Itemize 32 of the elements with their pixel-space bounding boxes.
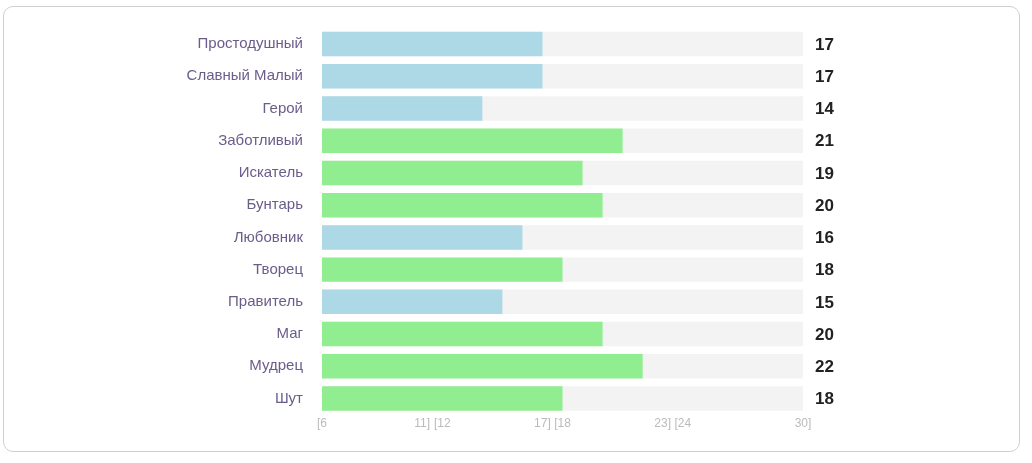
y-tick-label: Искатель [238, 163, 304, 181]
y-tick-label: Творец [253, 259, 304, 277]
y-tick-label: Маг [276, 324, 304, 342]
x-tick-label: [6 [316, 416, 328, 431]
data-label: 15 [815, 292, 834, 312]
y-tick-label: Простодушный [197, 34, 303, 52]
y-tick-label: Мудрец [249, 356, 304, 374]
y-tick-label: Шут [274, 388, 304, 406]
data-label: 16 [815, 228, 834, 248]
y-tick-label: Герой [262, 98, 303, 116]
y-tick-label: Любовник [233, 227, 304, 245]
x-tick-label: 30] [794, 416, 812, 431]
y-tick-label: Правитель [228, 291, 304, 309]
x-tick-label: 17] [534, 416, 551, 431]
data-label: 20 [815, 195, 834, 215]
data-label: 18 [815, 389, 834, 409]
y-tick-label: Заботливый [218, 130, 303, 148]
data-label: 21 [815, 131, 834, 151]
data-label: 17 [815, 67, 834, 87]
y-tick-label: Бунтарь [246, 195, 304, 213]
data-label: 17 [815, 34, 834, 54]
x-tick-label: [18 [554, 416, 572, 431]
data-label: 14 [815, 99, 835, 119]
x-tick-label: [12 [433, 416, 451, 431]
data-label: 18 [815, 260, 834, 280]
data-label: 20 [815, 324, 834, 344]
x-tick-label: 11] [414, 416, 431, 431]
data-label: 19 [815, 163, 834, 183]
x-tick-label: 23] [654, 416, 672, 431]
y-tick-label: Славный Малый [186, 66, 303, 84]
data-label: 22 [815, 356, 834, 376]
x-tick-label: [24 [674, 416, 692, 431]
